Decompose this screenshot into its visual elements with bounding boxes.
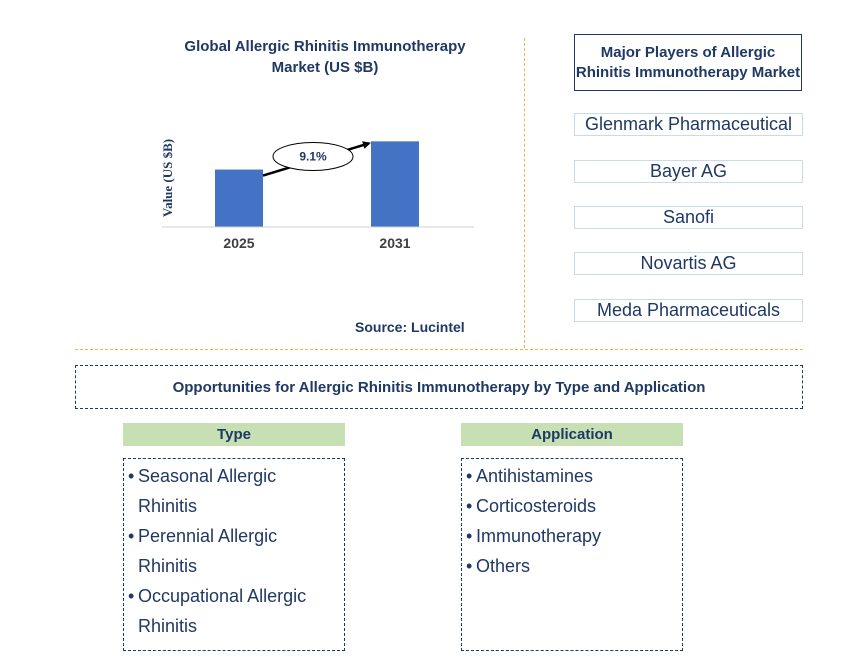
application-item: Others bbox=[466, 551, 678, 581]
x-tick-label: 2025 bbox=[223, 235, 254, 251]
vertical-divider bbox=[524, 38, 525, 348]
player-sanofi: Sanofi bbox=[574, 206, 803, 229]
bar-2025 bbox=[215, 169, 263, 227]
type-list: Seasonal Allergic Rhinitis Perennial All… bbox=[123, 458, 345, 651]
bar-chart: Value (US $B) 2025 2031 9.1% bbox=[160, 139, 474, 251]
player-novartis: Novartis AG bbox=[574, 252, 803, 275]
cagr-ellipse bbox=[272, 141, 354, 171]
y-axis-label: Value (US $B) bbox=[160, 139, 175, 217]
application-item: Antihistamines bbox=[466, 461, 678, 491]
type-item: Occupational Allergic Rhinitis bbox=[128, 581, 340, 641]
bar-2031 bbox=[371, 141, 419, 227]
type-item: Perennial Allergic Rhinitis bbox=[128, 521, 340, 581]
x-tick-label: 2031 bbox=[379, 235, 410, 251]
type-header: Type bbox=[123, 423, 345, 446]
application-item: Corticosteroids bbox=[466, 491, 678, 521]
type-item: Seasonal Allergic Rhinitis bbox=[128, 461, 340, 521]
application-item: Immunotherapy bbox=[466, 521, 678, 551]
opportunities-title: Opportunities for Allergic Rhinitis Immu… bbox=[75, 365, 803, 409]
players-header: Major Players of Allergic Rhinitis Immun… bbox=[574, 34, 802, 91]
application-header: Application bbox=[461, 423, 683, 446]
application-list: Antihistamines Corticosteroids Immunothe… bbox=[461, 458, 683, 651]
player-bayer: Bayer AG bbox=[574, 160, 803, 183]
horizontal-divider bbox=[75, 349, 803, 350]
cagr-label: 9.1% bbox=[299, 149, 327, 163]
source-label: Source: Lucintel bbox=[355, 319, 465, 335]
player-glenmark: Glenmark Pharmaceutical bbox=[574, 113, 803, 136]
chart-title: Global Allergic Rhinitis Immunotherapy M… bbox=[184, 38, 466, 76]
player-meda: Meda Pharmaceuticals bbox=[574, 299, 803, 322]
